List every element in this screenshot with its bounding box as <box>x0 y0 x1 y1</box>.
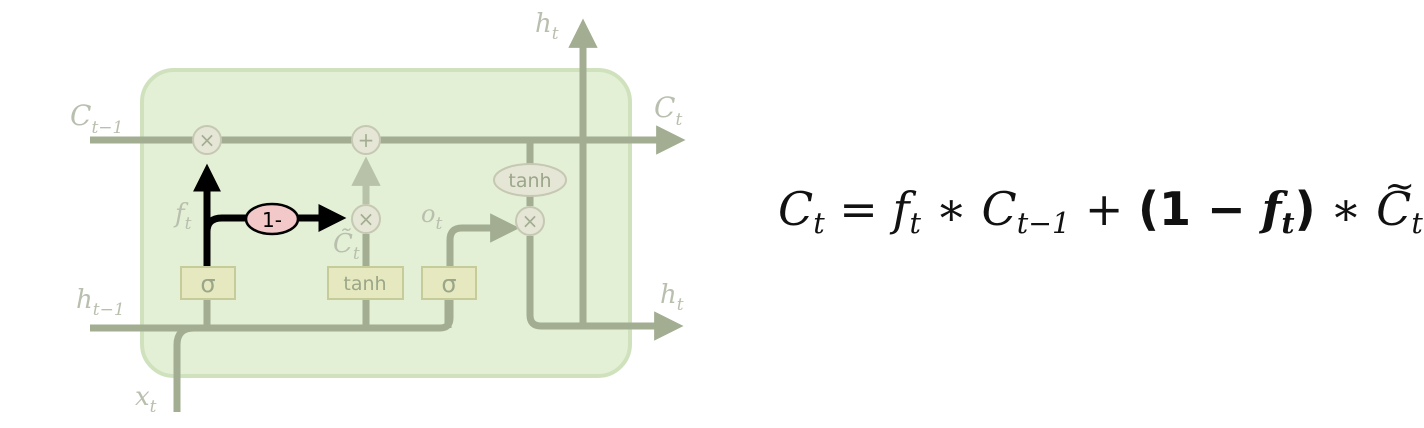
lstm-cell-box <box>140 68 632 378</box>
eq-times-1: ∗ <box>935 182 967 236</box>
output-multiply-op: × <box>515 206 545 236</box>
forget-multiply-symbol: × <box>199 128 216 152</box>
output-multiply-symbol: × <box>522 209 539 233</box>
add-op: + <box>351 125 381 155</box>
forget-sigma-label: σ <box>200 270 215 298</box>
forget-sigma-layer: σ <box>180 266 236 300</box>
label-o: ot <box>421 200 442 234</box>
eq-c-prev: Ct−1 <box>981 182 1071 240</box>
candidate-multiply-symbol: × <box>358 207 375 231</box>
lstm-diagram: × + × × 1- tanh σ tanh σ Ct−1 Ct h <box>70 9 686 417</box>
candidate-multiply-op: × <box>351 204 381 234</box>
label-h-prev: ht−1 <box>76 285 125 320</box>
one-minus-op: 1- <box>244 202 300 236</box>
candidate-tanh-label: tanh <box>343 273 386 295</box>
output-sigma-label: σ <box>441 270 456 298</box>
cell-tanh-op: tanh <box>493 163 567 197</box>
x-input-line <box>173 324 195 412</box>
eq-f: ft <box>892 182 921 240</box>
forget-multiply-op: × <box>192 125 222 155</box>
add-symbol: + <box>358 128 375 152</box>
label-c-prev: Ct−1 <box>70 99 123 138</box>
eq-lhs: Ct <box>778 182 825 240</box>
one-minus-connector <box>203 214 246 233</box>
candidate-tanh-layer: tanh <box>327 266 404 300</box>
eq-plus: + <box>1084 182 1124 236</box>
label-h-top: ht <box>535 9 559 44</box>
eq-times-2: ∗ <box>1330 182 1362 236</box>
eq-equals: = <box>839 182 878 236</box>
output-hidden-path <box>526 236 684 341</box>
output-sigma-layer: σ <box>421 266 477 300</box>
label-c-out: Ct <box>654 91 682 130</box>
label-x: xt <box>135 382 157 417</box>
eq-one-minus-term: (1 − ft) <box>1137 182 1316 240</box>
label-h-out: ht <box>660 280 684 315</box>
cell-state-equation: Ct = ft ∗ Ct−1 + (1 − ft) ∗ Ct <box>778 168 1423 239</box>
one-minus-label: 1- <box>262 208 282 232</box>
eq-c-tilde: Ct <box>1376 168 1423 238</box>
cell-tanh-label: tanh <box>508 170 551 192</box>
label-c-tilde: C̃t <box>333 228 360 264</box>
